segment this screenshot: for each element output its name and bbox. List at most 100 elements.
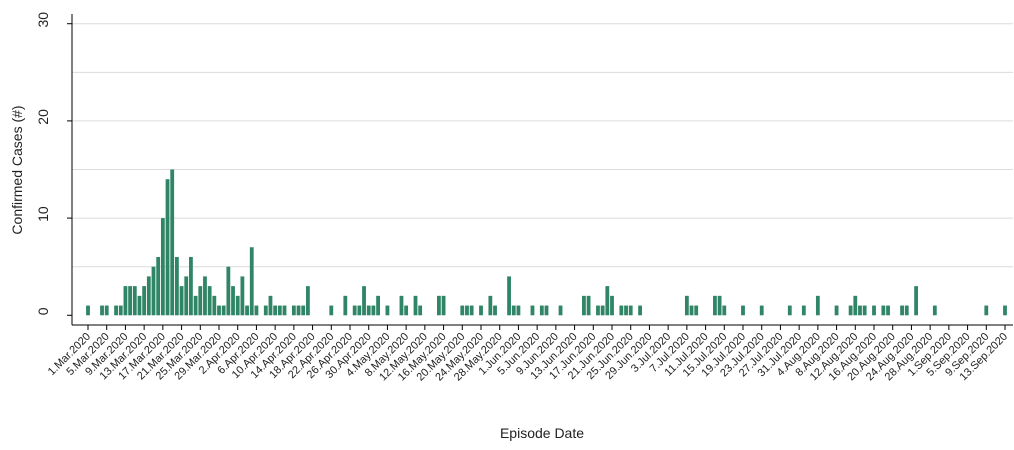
- bar: [1003, 305, 1007, 316]
- bar: [226, 266, 231, 316]
- bar: [511, 305, 516, 316]
- bar: [600, 305, 605, 316]
- bar: [582, 295, 586, 316]
- bar: [104, 305, 109, 316]
- bar: [507, 276, 511, 316]
- bar: [900, 305, 904, 316]
- bar: [684, 295, 689, 316]
- bar: [469, 305, 474, 316]
- bar: [610, 295, 614, 316]
- bar: [638, 305, 642, 316]
- bar: [404, 305, 409, 316]
- y-axis-label: Confirmed Cases (#): [9, 105, 25, 234]
- bar: [853, 295, 858, 316]
- bar: [619, 305, 624, 316]
- bar: [189, 256, 193, 316]
- bar: [231, 286, 235, 316]
- bar: [376, 295, 380, 316]
- bar: [137, 295, 142, 316]
- bar: [263, 305, 268, 316]
- bar: [207, 286, 212, 316]
- bar: [886, 305, 890, 316]
- bar: [493, 305, 497, 316]
- bar: [436, 295, 441, 316]
- bar: [441, 295, 446, 316]
- bar: [624, 305, 628, 316]
- y-tick-label: 0: [35, 307, 51, 315]
- bar: [932, 305, 937, 316]
- bar: [198, 286, 203, 316]
- bar: [174, 256, 179, 316]
- bar: [277, 305, 282, 316]
- bar: [240, 276, 245, 316]
- bar: [291, 305, 296, 316]
- bar: [123, 286, 128, 316]
- bar: [160, 218, 165, 316]
- bar: [914, 286, 919, 316]
- bar: [179, 286, 184, 316]
- bar: [305, 286, 310, 316]
- bar: [787, 305, 792, 316]
- bar: [362, 286, 366, 316]
- bar: [170, 169, 175, 316]
- bar: [268, 295, 273, 316]
- bar: [217, 305, 221, 316]
- bar: [418, 305, 423, 316]
- bar: [221, 305, 226, 316]
- bar: [722, 305, 727, 316]
- bar: [516, 305, 521, 316]
- bar: [539, 305, 544, 316]
- bar: [605, 286, 610, 316]
- bar: [628, 305, 633, 316]
- bar: [399, 295, 404, 316]
- bar: [741, 305, 745, 316]
- bar: [872, 305, 876, 316]
- bar: [212, 295, 217, 316]
- bar: [488, 295, 493, 316]
- bar: [759, 305, 764, 316]
- bar: [235, 295, 240, 316]
- bar: [694, 305, 699, 316]
- bar: [203, 276, 207, 316]
- bar: [329, 305, 334, 316]
- bar: [413, 295, 418, 316]
- bar: [530, 305, 535, 316]
- bar: [156, 256, 161, 316]
- bar: [479, 305, 483, 316]
- bar: [118, 305, 123, 316]
- bar: [100, 305, 104, 316]
- y-tick-label: 10: [35, 206, 51, 222]
- bar: [343, 295, 348, 316]
- bar: [184, 276, 189, 316]
- bar: [815, 295, 820, 316]
- bar: [848, 305, 853, 316]
- bar: [249, 247, 254, 316]
- y-tick-label: 30: [35, 12, 51, 28]
- bar: [165, 179, 170, 316]
- bar: [254, 305, 259, 316]
- bar: [586, 295, 591, 316]
- bar: [193, 295, 198, 316]
- bar: [558, 305, 563, 316]
- bar: [151, 266, 156, 316]
- y-tick-label: 20: [35, 109, 51, 125]
- bar: [146, 276, 151, 316]
- bar: [717, 295, 722, 316]
- bar: [544, 305, 549, 316]
- bar: [301, 305, 306, 316]
- bar: [862, 305, 867, 316]
- bar: [713, 295, 717, 316]
- bar: [352, 305, 357, 316]
- bar: [596, 305, 600, 316]
- bar: [904, 305, 909, 316]
- bar: [689, 305, 694, 316]
- bar: [366, 305, 371, 316]
- bar: [132, 286, 137, 316]
- bar: [460, 305, 465, 316]
- bar: [296, 305, 301, 316]
- bar: [801, 305, 806, 316]
- bar: [465, 305, 469, 316]
- bar: [142, 286, 147, 316]
